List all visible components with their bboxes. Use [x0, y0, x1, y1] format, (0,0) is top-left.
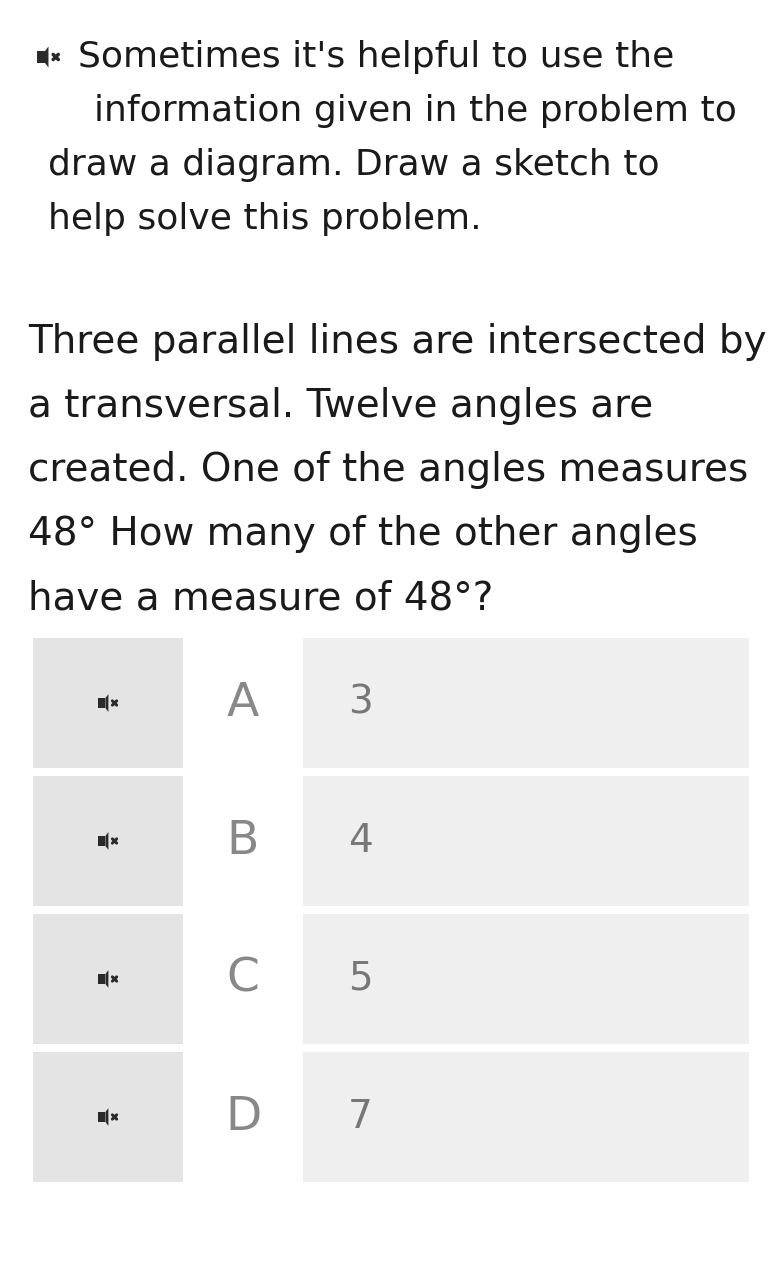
Bar	[303, 637, 749, 768]
Text: draw a diagram. Draw a sketch to: draw a diagram. Draw a sketch to	[48, 148, 660, 182]
Bar	[33, 914, 183, 1044]
Bar	[303, 1052, 749, 1181]
Bar	[33, 1052, 183, 1181]
Text: 48° How many of the other angles: 48° How many of the other angles	[28, 515, 698, 553]
Bar	[303, 914, 749, 1044]
Text: created. One of the angles measures: created. One of the angles measures	[28, 451, 748, 489]
Bar	[33, 776, 183, 906]
Polygon shape	[106, 694, 109, 712]
Bar	[99, 1112, 106, 1123]
Text: 4: 4	[348, 822, 373, 860]
Bar	[99, 698, 106, 708]
Bar	[303, 776, 749, 906]
Polygon shape	[106, 970, 109, 988]
Text: have a measure of 48°?: have a measure of 48°?	[28, 579, 493, 617]
Polygon shape	[45, 46, 48, 68]
Text: Sometimes it's helpful to use the: Sometimes it's helpful to use the	[78, 40, 674, 74]
Text: a transversal. Twelve angles are: a transversal. Twelve angles are	[28, 387, 653, 425]
Text: D: D	[225, 1094, 261, 1139]
Bar	[183, 637, 303, 768]
Bar	[99, 974, 106, 984]
Text: 3: 3	[348, 684, 373, 722]
Bar	[99, 698, 106, 708]
Bar	[99, 974, 106, 984]
Text: information given in the problem to: information given in the problem to	[48, 93, 737, 128]
Bar	[99, 1112, 106, 1123]
Text: 5: 5	[348, 960, 373, 998]
Text: 7: 7	[348, 1098, 373, 1137]
Bar	[183, 776, 303, 906]
Polygon shape	[106, 1108, 109, 1126]
Bar	[37, 51, 45, 63]
Text: Three parallel lines are intersected by: Three parallel lines are intersected by	[28, 323, 766, 361]
Polygon shape	[106, 832, 109, 850]
Bar	[33, 637, 183, 768]
Bar	[183, 1052, 303, 1181]
Bar	[99, 836, 106, 846]
Bar	[37, 51, 45, 63]
Text: C: C	[227, 956, 260, 1001]
Bar	[183, 914, 303, 1044]
Text: A: A	[227, 681, 259, 726]
Bar	[99, 836, 106, 846]
Text: B: B	[227, 818, 259, 864]
Text: help solve this problem.: help solve this problem.	[48, 202, 482, 236]
